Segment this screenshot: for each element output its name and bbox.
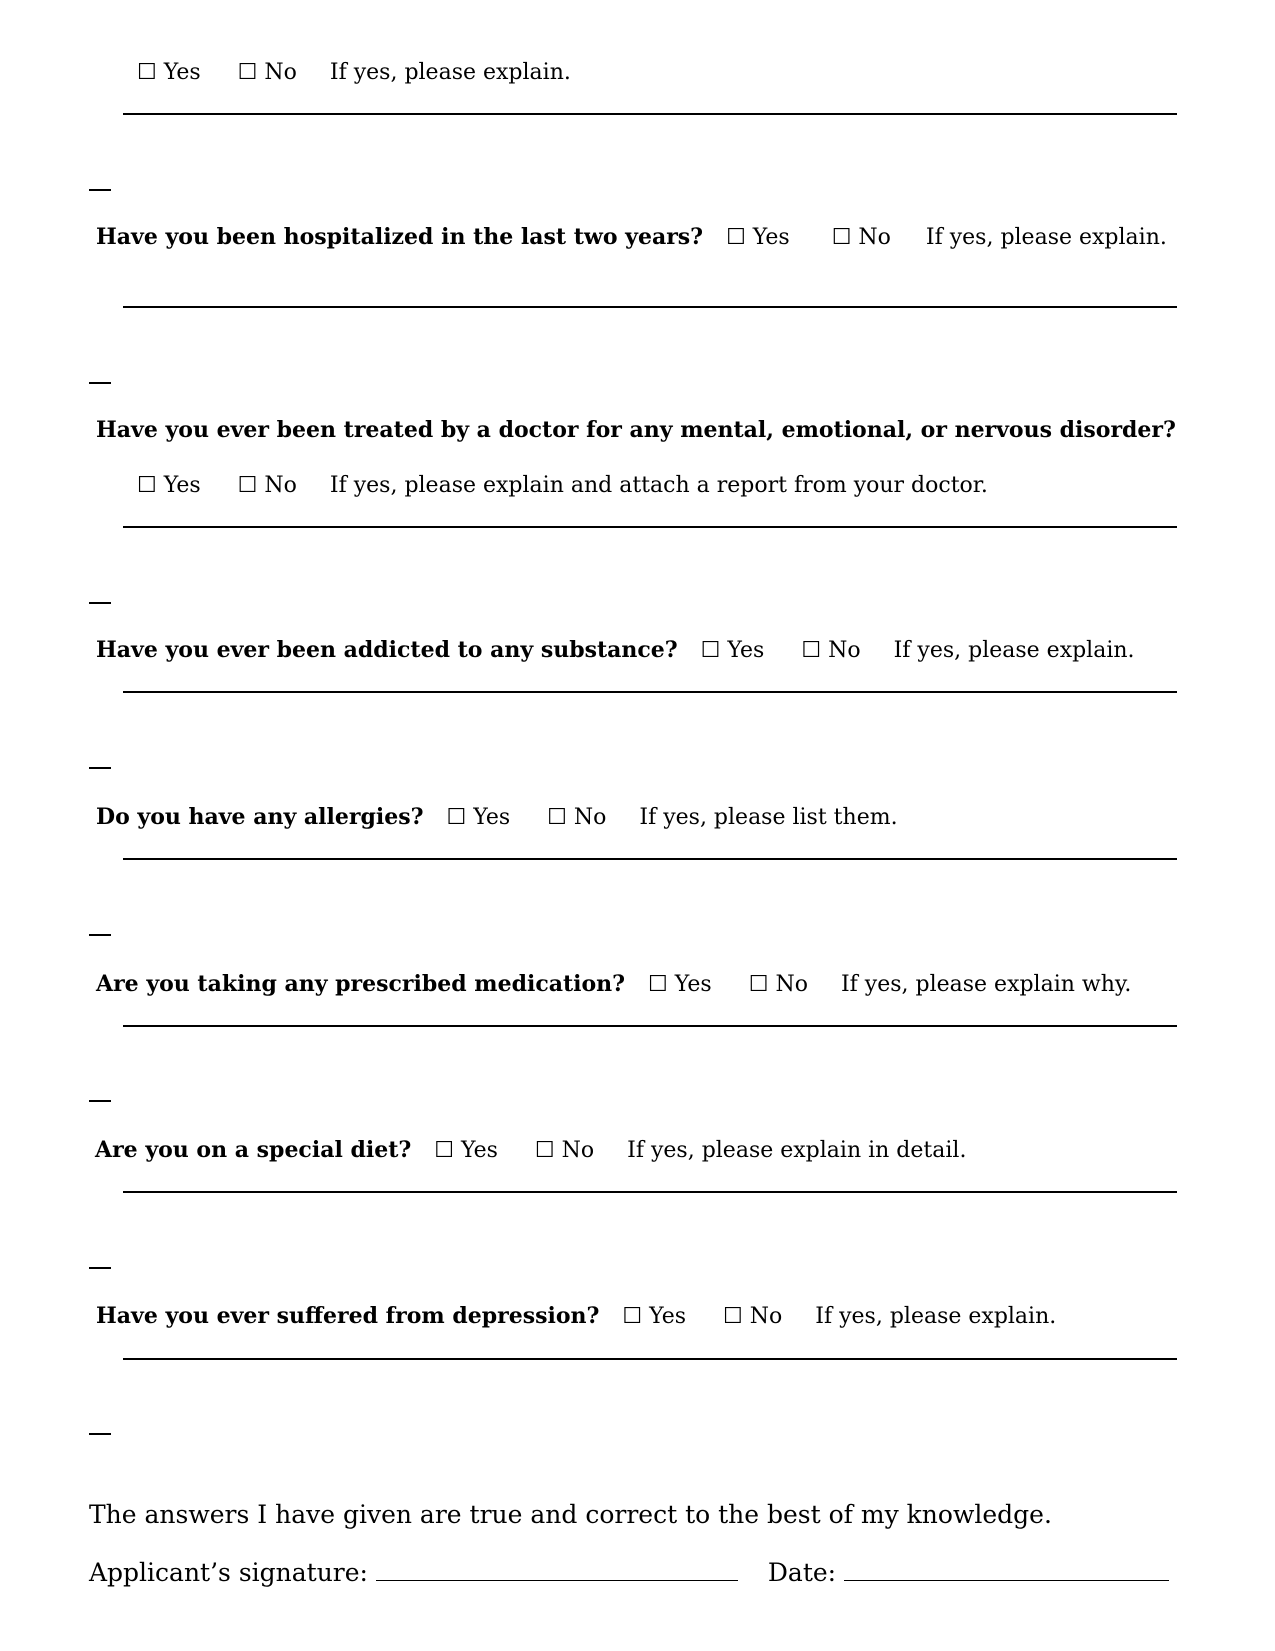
date-field[interactable] xyxy=(844,1560,1170,1581)
answer-line[interactable] xyxy=(123,691,1177,693)
explain-note: If yes, please explain in detail. xyxy=(627,1138,967,1163)
checkbox-icon: ☐ xyxy=(137,473,157,498)
yes-checkbox[interactable]: ☐ Yes xyxy=(434,1138,498,1163)
answer-line[interactable] xyxy=(123,1191,1177,1193)
checkbox-icon: ☐ xyxy=(547,805,567,830)
explain-note: If yes, please explain and attach a repo… xyxy=(329,473,988,498)
explain-note: If yes, please explain why. xyxy=(840,972,1132,997)
checkbox-icon: ☐ xyxy=(726,225,746,250)
checkbox-icon: ☐ xyxy=(723,1304,743,1329)
question-diet: Are you on a special diet? ☐ Yes ☐ No If… xyxy=(95,1137,1192,1164)
declaration-statement: The answers I have given are true and co… xyxy=(89,1500,1052,1529)
answer-line[interactable] xyxy=(123,306,1177,308)
no-checkbox[interactable]: ☐ No xyxy=(237,60,297,85)
question-text: Are you on a special diet? xyxy=(95,1137,412,1163)
question-addiction: Have you ever been addicted to any subst… xyxy=(96,637,1193,664)
checkbox-icon: ☐ xyxy=(137,60,157,85)
explain-note: If yes, please list them. xyxy=(639,805,898,830)
explain-note: If yes, please explain. xyxy=(893,638,1135,663)
checkbox-icon: ☐ xyxy=(237,473,258,498)
question-hospitalized: Have you been hospitalized in the last t… xyxy=(89,224,1186,251)
checkbox-icon: ☐ xyxy=(446,805,467,830)
yes-checkbox[interactable]: ☐ Yes xyxy=(700,638,765,663)
question-text: Have you been hospitalized in the last t… xyxy=(96,224,704,250)
yes-checkbox[interactable]: ☐ Yes xyxy=(446,805,511,830)
checkbox-icon: ☐ xyxy=(700,638,721,663)
checkbox-icon: ☐ xyxy=(801,638,822,663)
no-checkbox[interactable]: ☐ No xyxy=(723,1304,783,1329)
dash xyxy=(89,1267,111,1269)
checkbox-icon: ☐ xyxy=(622,1304,643,1329)
no-checkbox[interactable]: ☐ No xyxy=(547,805,607,830)
yes-checkbox[interactable]: ☐ Yes xyxy=(726,225,790,250)
question-text: Have you ever been treated by a doctor f… xyxy=(96,417,1176,443)
yes-checkbox[interactable]: ☐ Yes xyxy=(137,60,201,85)
checkbox-icon: ☐ xyxy=(748,972,769,997)
question-text: Have you ever been addicted to any subst… xyxy=(96,637,678,663)
no-checkbox[interactable]: ☐ No xyxy=(534,1138,595,1163)
dash xyxy=(89,1100,111,1102)
answer-line[interactable] xyxy=(123,858,1177,860)
question-depression: Have you ever suffered from depression? … xyxy=(96,1303,1193,1330)
signature-label: Applicant’s signature: xyxy=(89,1558,368,1587)
answer-row-top: ☐ Yes ☐ No If yes, please explain. xyxy=(137,59,1234,86)
signature-field[interactable] xyxy=(375,1560,738,1581)
dash xyxy=(89,934,111,936)
no-checkbox[interactable]: ☐ No xyxy=(801,638,861,663)
no-checkbox[interactable]: ☐ No xyxy=(748,972,808,997)
question-mental-health: Have you ever been treated by a doctor f… xyxy=(89,417,1186,444)
dash xyxy=(89,1433,111,1435)
question-text: Have you ever suffered from depression? xyxy=(96,1303,600,1329)
question-text: Are you taking any prescribed medication… xyxy=(96,971,626,997)
yes-checkbox[interactable]: ☐ Yes xyxy=(137,473,201,498)
checkbox-icon: ☐ xyxy=(534,1138,555,1163)
no-checkbox[interactable]: ☐ No xyxy=(237,473,297,498)
answer-line[interactable] xyxy=(123,1025,1177,1027)
signature-row: Applicant’s signature: Date: xyxy=(89,1557,1186,1589)
answer-line[interactable] xyxy=(123,113,1177,115)
question-allergies: Do you have any allergies? ☐ Yes ☐ No If… xyxy=(96,804,1193,831)
answer-line[interactable] xyxy=(123,1358,1177,1360)
date-label: Date: xyxy=(767,1558,837,1587)
no-checkbox[interactable]: ☐ No xyxy=(831,225,891,250)
dash xyxy=(89,189,111,191)
yes-checkbox[interactable]: ☐ Yes xyxy=(648,972,712,997)
answer-line[interactable] xyxy=(123,526,1177,528)
dash xyxy=(89,382,111,384)
answer-row: ☐ Yes ☐ No If yes, please explain and at… xyxy=(137,472,1234,499)
explain-note: If yes, please explain. xyxy=(815,1304,1057,1329)
checkbox-icon: ☐ xyxy=(831,225,852,250)
checkbox-icon: ☐ xyxy=(434,1138,454,1163)
checkbox-icon: ☐ xyxy=(648,972,668,997)
question-text: Do you have any allergies? xyxy=(96,804,424,830)
explain-note: If yes, please explain. xyxy=(329,60,571,85)
dash xyxy=(89,602,111,604)
question-medication: Are you taking any prescribed medication… xyxy=(96,971,1193,998)
dash xyxy=(89,767,111,769)
checkbox-icon: ☐ xyxy=(237,60,258,85)
explain-note: If yes, please explain. xyxy=(925,225,1167,250)
yes-checkbox[interactable]: ☐ Yes xyxy=(622,1304,687,1329)
